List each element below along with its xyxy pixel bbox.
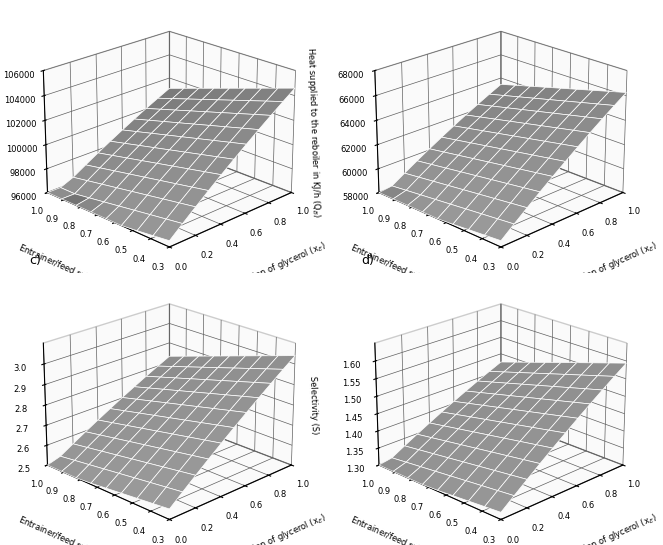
Text: d): d): [361, 254, 374, 267]
X-axis label: Mole fraction of glycerol (x$_E$): Mole fraction of glycerol (x$_E$): [544, 239, 660, 300]
Y-axis label: Entrainer/feed ratio (F$_E$/F): Entrainer/feed ratio (F$_E$/F): [348, 241, 453, 297]
X-axis label: Mole fraction of glycerol (x$_E$): Mole fraction of glycerol (x$_E$): [212, 239, 328, 300]
X-axis label: Mole fraction of glycerol (x$_E$): Mole fraction of glycerol (x$_E$): [544, 511, 660, 545]
Y-axis label: Entrainer/feed ratio (F$_E$/F): Entrainer/feed ratio (F$_E$/F): [348, 514, 453, 545]
Y-axis label: Entrainer/feed ratio (F$_E$/F): Entrainer/feed ratio (F$_E$/F): [17, 241, 121, 297]
X-axis label: Mole fraction of glycerol (x$_E$): Mole fraction of glycerol (x$_E$): [212, 511, 328, 545]
Y-axis label: Entrainer/feed ratio (F$_E$/F): Entrainer/feed ratio (F$_E$/F): [17, 514, 121, 545]
Text: c): c): [29, 254, 41, 267]
